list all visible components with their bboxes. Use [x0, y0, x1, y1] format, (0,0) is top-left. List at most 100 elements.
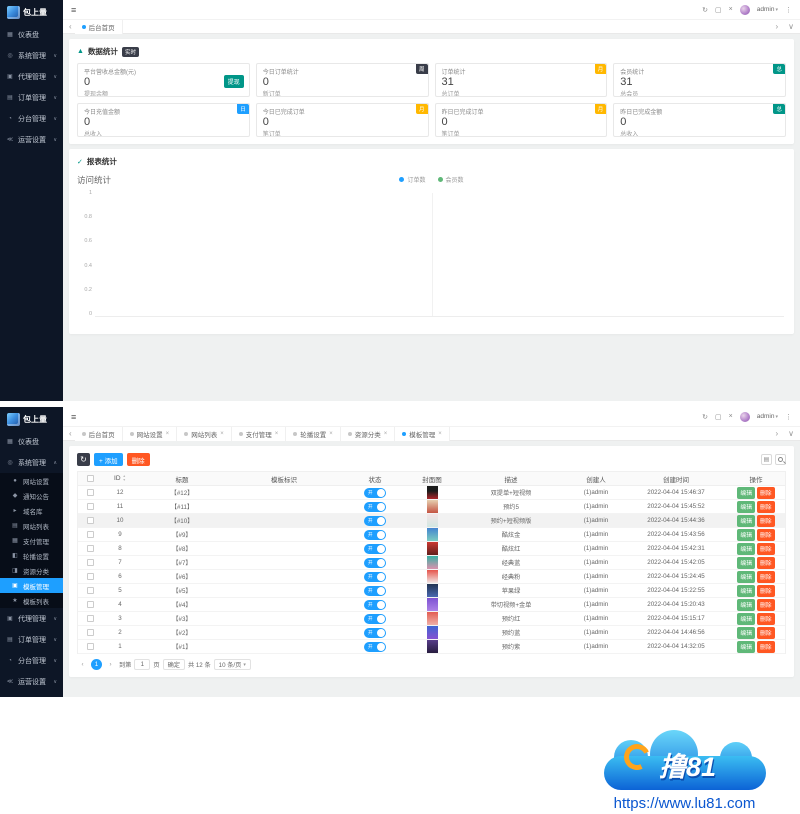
- refresh-button[interactable]: ↻: [77, 453, 90, 466]
- edit-button[interactable]: 编辑: [737, 584, 755, 597]
- row-delete-button[interactable]: 删除: [757, 500, 775, 513]
- tab-scroll-left-icon[interactable]: ‹: [69, 22, 72, 31]
- row-delete-button[interactable]: 删除: [757, 514, 775, 527]
- sidebar-subitem[interactable]: ★ 模板列表: [0, 593, 63, 608]
- status-toggle[interactable]: 开: [364, 641, 386, 652]
- row-checkbox[interactable]: [86, 503, 94, 510]
- sidebar-item[interactable]: ≪ 运营设置 ∨: [0, 129, 63, 150]
- edit-button[interactable]: 编辑: [737, 640, 755, 653]
- sidebar-item[interactable]: ◔ 分台管理 ∨: [0, 108, 63, 129]
- row-checkbox[interactable]: [86, 545, 94, 552]
- row-checkbox[interactable]: [86, 601, 94, 608]
- hamburger-icon[interactable]: ≡: [71, 411, 77, 422]
- user-menu[interactable]: admin ▾: [757, 413, 778, 420]
- row-checkbox[interactable]: [86, 517, 94, 524]
- hamburger-icon[interactable]: ≡: [71, 4, 77, 15]
- row-checkbox[interactable]: [86, 629, 94, 636]
- next-page-button[interactable]: ›: [109, 661, 112, 668]
- status-toggle[interactable]: 开: [364, 585, 386, 596]
- sort-icon[interactable]: ▲ ▼: [122, 474, 126, 482]
- status-toggle[interactable]: 开: [364, 557, 386, 568]
- more-icon[interactable]: ⋮: [785, 413, 792, 421]
- edit-button[interactable]: 编辑: [737, 542, 755, 555]
- row-delete-button[interactable]: 删除: [757, 626, 775, 639]
- sidebar-item[interactable]: ▦ 仪表盘: [0, 431, 63, 452]
- add-button[interactable]: + 添加: [94, 453, 123, 466]
- fullscreen-icon[interactable]: ▢: [715, 6, 722, 14]
- row-delete-button[interactable]: 删除: [757, 598, 775, 611]
- tab-close-icon[interactable]: ×: [165, 430, 170, 437]
- edit-button[interactable]: 编辑: [737, 626, 755, 639]
- tab-close-icon[interactable]: ×: [220, 430, 224, 437]
- user-menu[interactable]: admin ▾: [757, 6, 778, 13]
- edit-button[interactable]: 编辑: [737, 514, 755, 527]
- sidebar-subitem[interactable]: ▸ 域名库: [0, 503, 63, 518]
- sidebar-item[interactable]: ▤ 订单管理 ∨: [0, 87, 63, 108]
- status-toggle[interactable]: 开: [364, 529, 386, 540]
- row-delete-button[interactable]: 删除: [757, 584, 775, 597]
- refresh-icon[interactable]: ↻: [702, 6, 709, 14]
- row-delete-button[interactable]: 删除: [757, 570, 775, 583]
- row-checkbox[interactable]: [86, 489, 94, 496]
- refresh-icon[interactable]: ↻: [702, 413, 709, 421]
- tab[interactable]: 网站设置 ×: [122, 426, 178, 441]
- row-checkbox[interactable]: [86, 559, 94, 566]
- row-delete-button[interactable]: 删除: [757, 640, 775, 653]
- tab[interactable]: 支付管理 ×: [231, 426, 287, 441]
- sidebar-subitem[interactable]: ◨ 资源分类: [0, 563, 63, 578]
- edit-button[interactable]: 编辑: [737, 486, 755, 499]
- tab-scroll-right-icon[interactable]: ›: [775, 429, 779, 438]
- prev-page-button[interactable]: ‹: [81, 661, 84, 668]
- avatar[interactable]: [739, 411, 750, 422]
- status-toggle[interactable]: 开: [364, 613, 386, 624]
- edit-button[interactable]: 编辑: [737, 556, 755, 569]
- status-toggle[interactable]: 开: [364, 571, 386, 582]
- avatar[interactable]: [739, 4, 750, 15]
- status-toggle[interactable]: 开: [364, 501, 386, 512]
- confirm-button[interactable]: 确定: [162, 659, 185, 670]
- row-delete-button[interactable]: 删除: [757, 486, 775, 499]
- row-delete-button[interactable]: 删除: [757, 542, 775, 555]
- row-delete-button[interactable]: 删除: [757, 612, 775, 625]
- sidebar-item[interactable]: ≪ 运营设置 ∨: [0, 671, 63, 692]
- status-toggle[interactable]: 开: [364, 543, 386, 554]
- tab-menu-icon[interactable]: ∨: [788, 429, 794, 438]
- sidebar-item[interactable]: ▦ 仪表盘: [0, 24, 63, 45]
- clear-cache-icon[interactable]: ×: [728, 413, 733, 420]
- edit-button[interactable]: 编辑: [737, 598, 755, 611]
- tab-scroll-left-icon[interactable]: ‹: [69, 429, 72, 438]
- sidebar-subitem[interactable]: ▦ 支付管理: [0, 533, 63, 548]
- status-toggle[interactable]: 开: [364, 599, 386, 610]
- tab[interactable]: 轮播设置 ×: [286, 426, 341, 441]
- legend-item[interactable]: 订单数: [399, 175, 426, 184]
- tab[interactable]: 模板管理 ×: [395, 426, 450, 441]
- more-icon[interactable]: ⋮: [785, 6, 792, 14]
- tab-menu-icon[interactable]: ∨: [788, 22, 794, 31]
- legend-item[interactable]: 会员数: [437, 175, 464, 184]
- tab-close-icon[interactable]: ×: [383, 430, 388, 437]
- status-toggle[interactable]: 开: [364, 627, 386, 638]
- row-checkbox[interactable]: [86, 531, 94, 538]
- page-1-button[interactable]: 1: [91, 659, 102, 670]
- tab-scroll-right-icon[interactable]: ›: [775, 22, 779, 31]
- edit-button[interactable]: 编辑: [737, 612, 755, 625]
- tab[interactable]: 资源分类 ×: [340, 426, 396, 441]
- status-toggle[interactable]: 开: [364, 515, 386, 526]
- columns-icon[interactable]: ▤: [761, 454, 772, 465]
- sidebar-item[interactable]: ▣ 代理管理 ∨: [0, 66, 63, 87]
- sidebar-subitem[interactable]: ▣ 模板管理: [0, 578, 63, 593]
- fullscreen-icon[interactable]: ▢: [715, 413, 722, 421]
- row-checkbox[interactable]: [86, 643, 94, 650]
- sidebar-item[interactable]: ▤ 订单管理 ∨: [0, 629, 63, 650]
- row-checkbox[interactable]: [86, 573, 94, 580]
- select-all-checkbox[interactable]: [86, 475, 94, 482]
- tab-close-icon[interactable]: ×: [438, 430, 442, 437]
- sidebar-subitem[interactable]: ◧ 轮播设置: [0, 548, 63, 563]
- status-toggle[interactable]: 开: [364, 487, 386, 498]
- sidebar-item[interactable]: ◔ 分台管理 ∨: [0, 650, 63, 671]
- tab-close-icon[interactable]: ×: [274, 430, 279, 437]
- sidebar-item[interactable]: ◎ 系统管理 ∨: [0, 45, 63, 66]
- edit-button[interactable]: 编辑: [737, 570, 755, 583]
- goto-page-input[interactable]: [134, 659, 151, 670]
- tab-close-icon[interactable]: ×: [329, 430, 333, 437]
